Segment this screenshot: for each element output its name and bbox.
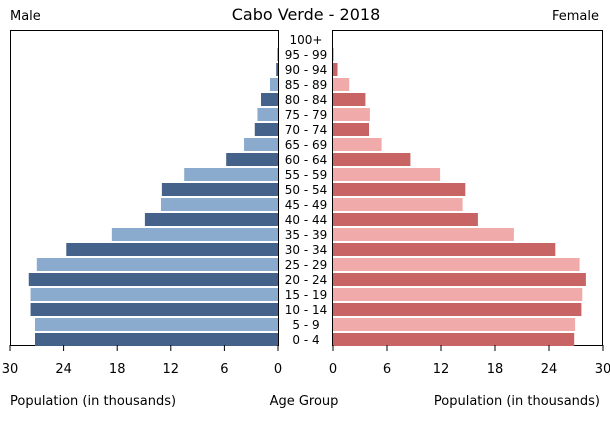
- female-bars: [333, 48, 586, 346]
- male-bar-7: [244, 138, 278, 151]
- female-bar-9: [333, 168, 441, 181]
- age-group-axis-label: Age Group: [270, 394, 339, 409]
- age-label-19: 5 - 9: [292, 318, 319, 332]
- male-bar-2: [276, 63, 278, 76]
- age-label-17: 15 - 19: [285, 288, 328, 302]
- male-bar-14: [66, 243, 278, 256]
- female-bar-14: [333, 243, 556, 256]
- age-label-9: 55 - 59: [285, 168, 328, 182]
- age-label-8: 60 - 64: [285, 153, 328, 167]
- male-tick-label-5: 30: [2, 362, 19, 377]
- male-bar-5: [257, 108, 278, 121]
- female-bar-2: [333, 63, 338, 76]
- male-tick-label-0: 0: [274, 362, 282, 377]
- female-bar-1: [333, 48, 334, 61]
- female-bar-18: [333, 303, 582, 316]
- age-label-1: 95 - 99: [285, 48, 328, 62]
- age-label-18: 10 - 14: [285, 303, 328, 317]
- female-bar-6: [333, 123, 369, 136]
- female-header: Female: [552, 9, 599, 24]
- female-x-axis: 0 6 12 18 24 30: [329, 345, 610, 377]
- male-tick-label-2: 12: [163, 362, 180, 377]
- male-bar-13: [111, 228, 278, 241]
- female-bar-11: [333, 198, 463, 211]
- male-tick-label-4: 24: [55, 362, 72, 377]
- male-bar-16: [28, 273, 279, 286]
- male-bar-6: [254, 123, 278, 136]
- male-bar-17: [30, 288, 279, 301]
- male-bar-20: [35, 333, 278, 346]
- female-bar-8: [333, 153, 411, 166]
- age-label-12: 40 - 44: [285, 213, 328, 227]
- age-label-0: 100+: [290, 33, 323, 47]
- age-label-20: 0 - 4: [292, 333, 319, 347]
- age-label-2: 90 - 94: [285, 63, 328, 77]
- age-label-16: 20 - 24: [285, 273, 328, 287]
- male-header: Male: [10, 9, 41, 24]
- age-label-11: 45 - 49: [285, 198, 328, 212]
- male-bar-10: [161, 183, 278, 196]
- male-bar-8: [226, 153, 278, 166]
- female-bar-7: [333, 138, 382, 151]
- male-x-axis: 0 6 12 18 24 30: [2, 345, 282, 377]
- male-bars: [28, 48, 279, 346]
- female-tick-label-4: 24: [541, 362, 558, 377]
- age-label-7: 65 - 69: [285, 138, 328, 152]
- female-tick-label-2: 12: [433, 362, 450, 377]
- male-bar-15: [36, 258, 278, 271]
- female-bar-4: [333, 93, 366, 106]
- age-label-13: 35 - 39: [285, 228, 328, 242]
- age-label-4: 80 - 84: [285, 93, 328, 107]
- female-bar-20: [333, 333, 575, 346]
- female-tick-label-3: 18: [487, 362, 504, 377]
- female-bar-5: [333, 108, 370, 121]
- female-tick-label-0: 0: [329, 362, 337, 377]
- female-bar-15: [333, 258, 580, 271]
- female-tick-label-5: 30: [595, 362, 610, 377]
- male-bar-3: [269, 78, 278, 91]
- age-label-15: 25 - 29: [285, 258, 328, 272]
- male-axis-label: Population (in thousands): [10, 394, 176, 409]
- age-label-14: 30 - 34: [285, 243, 328, 257]
- female-bar-3: [333, 78, 350, 91]
- male-bar-12: [144, 213, 278, 226]
- male-bar-18: [30, 303, 279, 316]
- male-bar-4: [261, 93, 278, 106]
- female-bar-17: [333, 288, 583, 301]
- male-bar-9: [184, 168, 278, 181]
- female-bar-19: [333, 318, 576, 331]
- female-bar-13: [333, 228, 514, 241]
- female-bar-12: [333, 213, 478, 226]
- age-label-3: 85 - 89: [285, 78, 328, 92]
- female-bar-16: [333, 273, 586, 286]
- male-tick-label-1: 6: [220, 362, 228, 377]
- chart-title: Cabo Verde - 2018: [232, 5, 381, 24]
- female-tick-label-1: 6: [383, 362, 391, 377]
- female-axis-label: Population (in thousands): [434, 394, 600, 409]
- age-label-5: 75 - 79: [285, 108, 328, 122]
- female-bar-10: [333, 183, 466, 196]
- male-tick-label-3: 18: [109, 362, 126, 377]
- age-label-6: 70 - 74: [285, 123, 328, 137]
- male-bar-1: [277, 48, 278, 61]
- male-bar-19: [35, 318, 278, 331]
- male-bar-11: [160, 198, 278, 211]
- age-label-10: 50 - 54: [285, 183, 328, 197]
